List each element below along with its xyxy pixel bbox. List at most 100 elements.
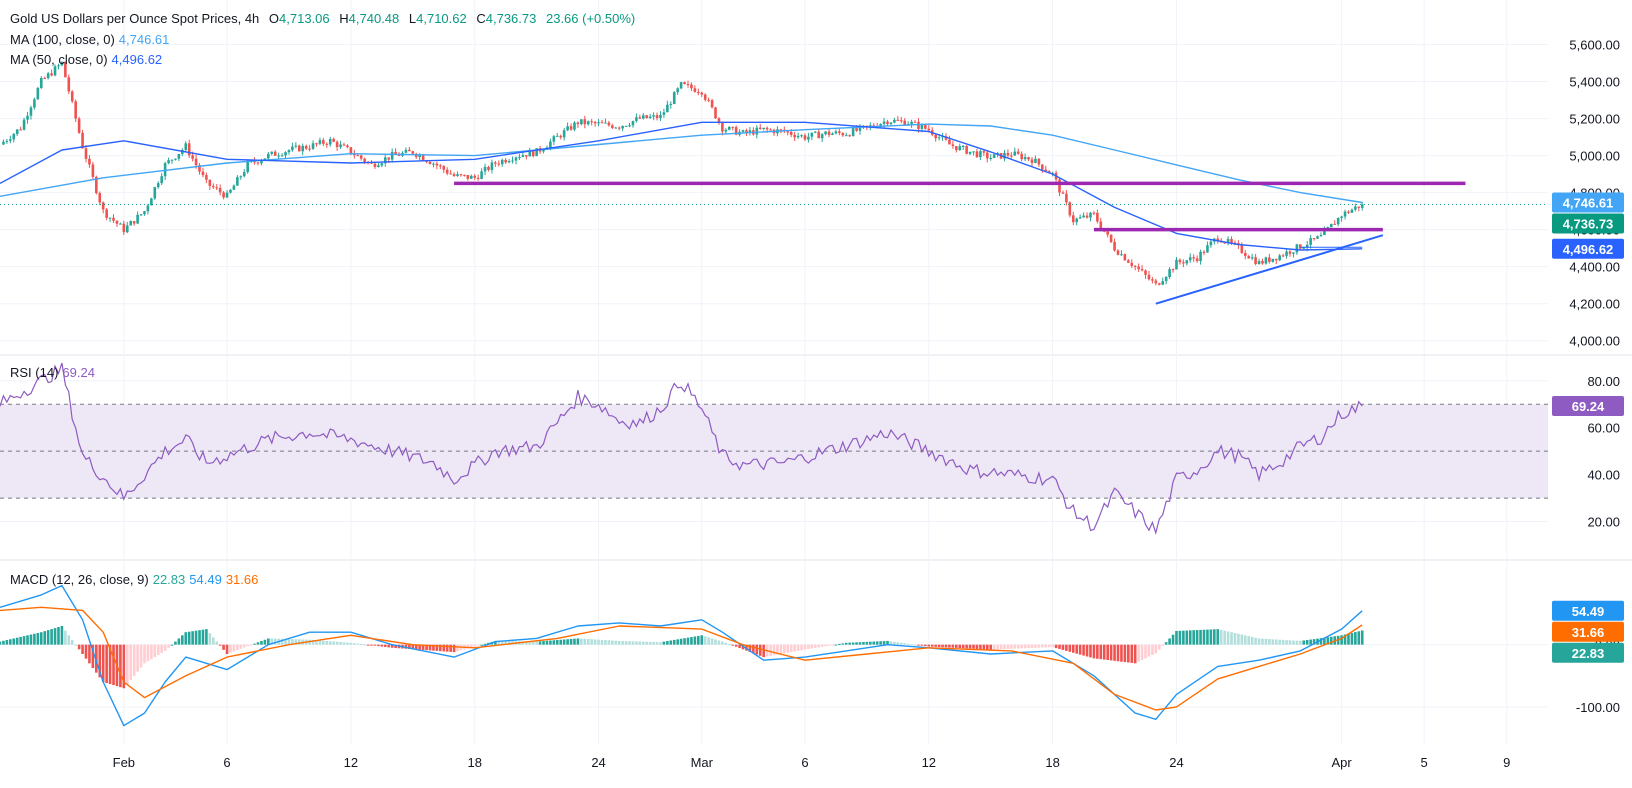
- macd-histogram-bar: [1347, 633, 1350, 645]
- candle-body: [707, 99, 710, 101]
- candle-body: [635, 117, 638, 121]
- candle-body: [1096, 212, 1099, 222]
- macd-histogram-bar: [621, 641, 624, 645]
- candle-body: [1144, 270, 1147, 275]
- macd-histogram-bar: [559, 639, 563, 645]
- candle-body: [834, 131, 838, 134]
- macd-histogram-bar: [98, 644, 102, 678]
- rsi-axis-label: 69.24: [1572, 399, 1605, 414]
- macd-histogram-bar: [906, 643, 910, 645]
- candle-body: [734, 127, 738, 135]
- macd-histogram-bar: [0, 641, 2, 645]
- macd-histogram-bar: [996, 644, 999, 650]
- macd-histogram-bar: [586, 639, 590, 645]
- candle-body: [1302, 247, 1306, 249]
- candle-body: [9, 139, 12, 141]
- macd-histogram-bar: [783, 644, 786, 654]
- candle-body: [156, 183, 160, 188]
- support-trendline: [1155, 234, 1384, 305]
- candle-body: [1082, 215, 1085, 218]
- candle-body: [1016, 151, 1020, 154]
- candle-body: [893, 119, 896, 123]
- candle-body: [899, 120, 903, 122]
- candle-body: [170, 159, 174, 161]
- candle-body: [494, 162, 497, 164]
- macd-histogram-bar: [88, 644, 91, 664]
- macd-histogram-bar: [328, 641, 332, 645]
- macd-axis-label-bg: [1552, 621, 1624, 642]
- candle-body: [727, 126, 731, 130]
- macd-histogram-bar: [961, 644, 965, 649]
- macd-histogram-bar: [215, 641, 219, 645]
- macd-histogram-bar: [669, 640, 673, 645]
- rsi-y-tick-label: 60.00: [1587, 421, 1620, 436]
- candle-body: [187, 143, 191, 156]
- macd-histogram-bar: [1340, 635, 1343, 645]
- candle-body: [961, 145, 965, 147]
- candle-body: [1030, 159, 1034, 163]
- candle-body: [1127, 260, 1130, 263]
- candle-body: [1292, 252, 1295, 254]
- macd-histogram-bar: [483, 643, 487, 645]
- macd-histogram-bar: [569, 638, 573, 645]
- candle-body: [442, 166, 446, 170]
- macd-histogram-bar: [1092, 644, 1096, 659]
- macd-histogram-bar: [542, 641, 545, 645]
- candle-body: [318, 140, 322, 144]
- macd-histogram: [0, 626, 1364, 689]
- rsi-legend[interactable]: RSI (14) 69.24: [10, 364, 95, 382]
- price-y-tick-label: 5,600.00: [1569, 38, 1620, 53]
- macd-histogram-bar: [562, 639, 566, 645]
- macd-histogram-bar: [335, 641, 339, 645]
- macd-histogram-bar: [786, 644, 790, 653]
- candle-body: [33, 99, 36, 108]
- macd-histogram-bar: [655, 642, 659, 645]
- candle-body: [679, 82, 683, 89]
- macd-histogram-bar: [700, 635, 704, 645]
- macd-histogram-bar: [9, 639, 12, 645]
- macd-histogram-bar: [29, 634, 33, 645]
- candle-body: [559, 135, 563, 138]
- macd-histogram-bar: [311, 639, 315, 645]
- candle-body: [459, 174, 463, 176]
- candle-body: [831, 133, 834, 135]
- macd-histogram-bar: [917, 644, 920, 646]
- candle-body: [67, 77, 71, 92]
- candle-body: [1274, 258, 1278, 261]
- x-tick-label: 6: [801, 755, 808, 770]
- macd-histogram-bar: [796, 644, 800, 651]
- macd-histogram-bar: [855, 642, 858, 645]
- macd-histogram-bar: [1202, 629, 1206, 645]
- macd-histogram-bar: [297, 639, 301, 645]
- macd-histogram-bar: [5, 640, 9, 645]
- candle-body: [1278, 255, 1281, 261]
- macd-histogram-bar: [425, 644, 428, 651]
- candle-body: [1010, 155, 1013, 157]
- macd-histogram-bar: [273, 638, 277, 645]
- candle-body: [951, 144, 955, 147]
- macd-legend[interactable]: MACD (12, 26, close, 9) 22.83 54.49 31.66: [10, 571, 258, 589]
- macd-histogram-bar: [191, 631, 194, 645]
- macd-histogram-bar: [958, 644, 962, 649]
- macd-histogram-bar: [851, 642, 855, 645]
- ma50-legend[interactable]: MA (50, close, 0) 4,496.62: [10, 51, 162, 69]
- candle-body: [500, 159, 504, 165]
- candle-body: [1206, 245, 1209, 253]
- macd-histogram-bar: [1054, 644, 1058, 649]
- macd-histogram-bar: [1130, 644, 1134, 663]
- candle-body: [1233, 242, 1237, 244]
- macd-histogram-bar: [239, 644, 243, 649]
- macd-histogram-bar: [789, 644, 793, 653]
- candle-body: [428, 161, 432, 165]
- macd-histogram-bar: [1044, 644, 1048, 648]
- ma100-legend[interactable]: MA (100, close, 0) 4,746.61: [10, 31, 169, 49]
- macd-histogram-bar: [439, 644, 442, 652]
- candle-body: [1078, 217, 1082, 219]
- macd-histogram-bar: [683, 638, 686, 645]
- candle-body: [387, 157, 391, 160]
- candle-body: [22, 119, 26, 130]
- price-y-tick-label: 5,400.00: [1569, 75, 1620, 90]
- candle-body: [549, 141, 552, 148]
